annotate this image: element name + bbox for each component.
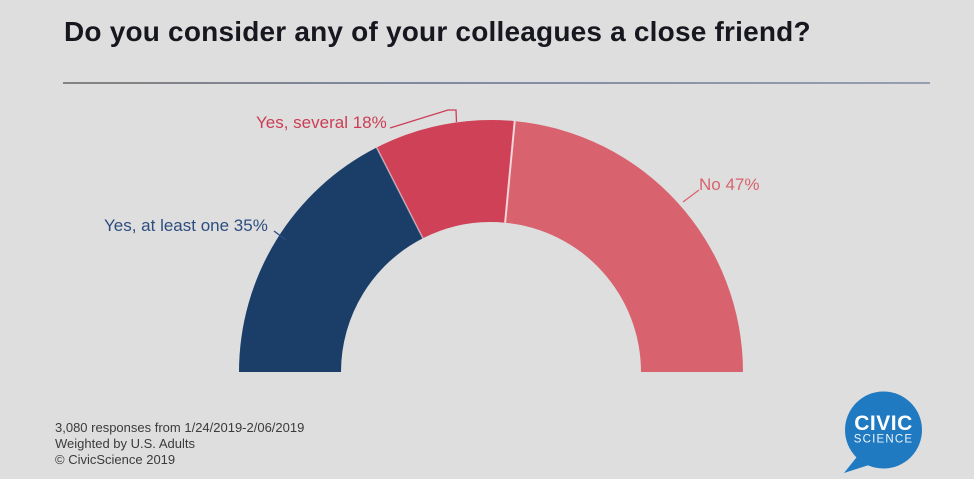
slice-yes-several	[376, 119, 515, 239]
slice-yes-at-least-one	[239, 147, 423, 372]
leader-line-yes-several	[389, 109, 458, 129]
footer-attribution: 3,080 responses from 1/24/2019-2/06/2019…	[55, 420, 304, 468]
slice-no	[505, 121, 744, 372]
logo-speech-bubble-circle	[845, 391, 922, 469]
slice-separator-crimson-pink	[504, 121, 516, 223]
slice-label-no: No 47%	[699, 175, 760, 194]
leader-line-no	[682, 189, 700, 203]
footer-copyright: © CivicScience 2019	[55, 452, 176, 467]
logo-text-science: SCIENCE	[854, 434, 914, 446]
footer-weighting: Weighted by U.S. Adults	[55, 436, 195, 451]
footer-responses: 3,080 responses from 1/24/2019-2/06/2019	[55, 420, 305, 435]
slice-label-yes-at-least-one: Yes, at least one 35%	[104, 216, 268, 235]
slice-separator-blue-crimson	[375, 147, 424, 239]
title-divider-line	[63, 82, 930, 84]
slice-label-yes-several: Yes, several 18%	[256, 113, 387, 132]
chart-title: Do you consider any of your colleagues a…	[64, 16, 811, 47]
civicscience-logo: CIVIC SCIENCE	[844, 391, 922, 473]
leader-line-yes-at-least-one	[273, 230, 287, 241]
logo-text-civic: CIVIC	[854, 412, 913, 435]
